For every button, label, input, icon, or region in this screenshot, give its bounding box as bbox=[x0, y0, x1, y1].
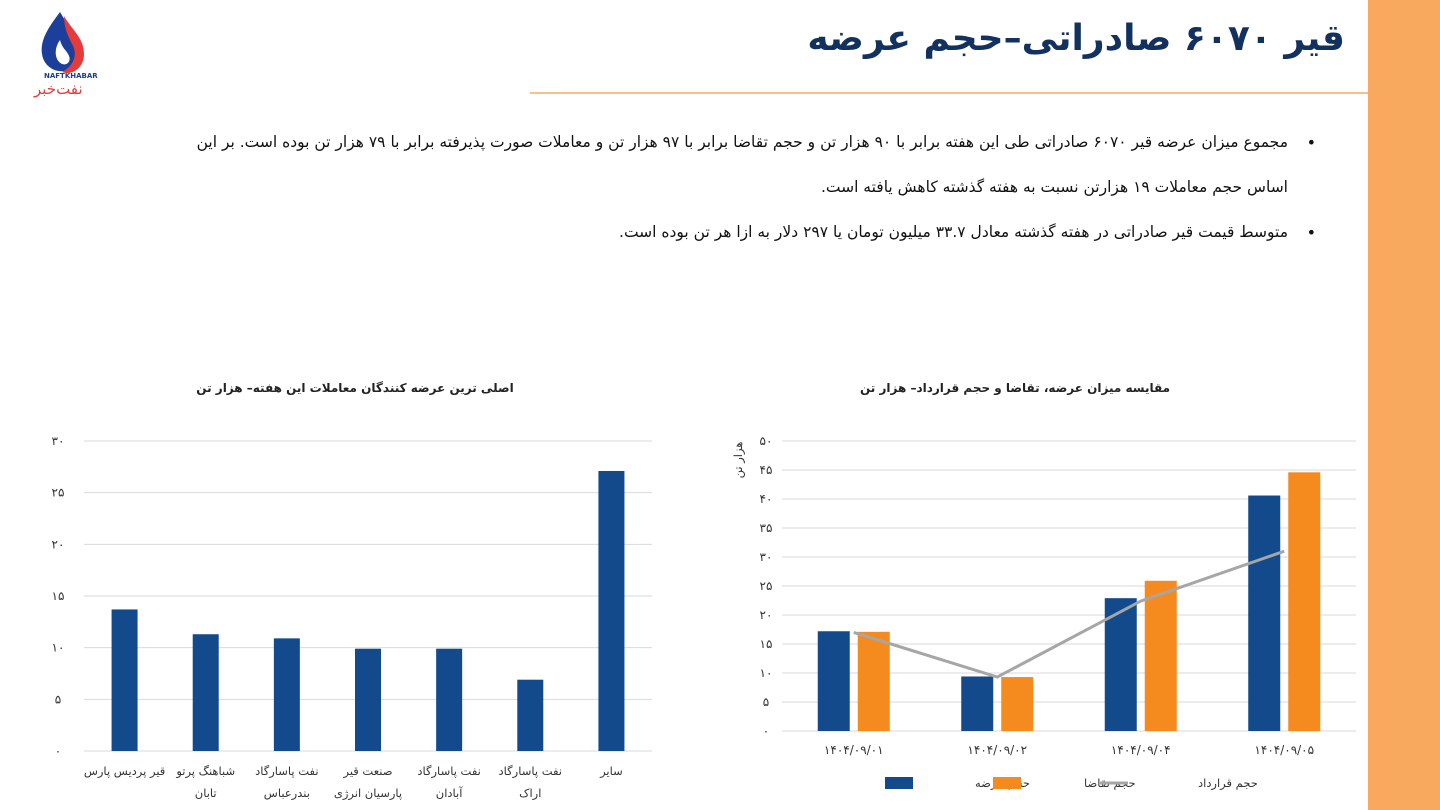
bar bbox=[192, 634, 219, 751]
demand-bar bbox=[1001, 677, 1034, 731]
x-category-label: بندرعباس bbox=[264, 786, 310, 801]
x-category-label: سایر bbox=[599, 764, 623, 779]
chart-title: مقایسه میزان عرضه، تقاضا و حجم قرارداد– … bbox=[860, 381, 1170, 396]
bar bbox=[355, 648, 381, 751]
bar bbox=[517, 679, 544, 751]
page-title: قیر ۶۰۷۰ صادراتی–حجم عرضه bbox=[807, 18, 1345, 59]
logo-text-fa: نفت‌خبر bbox=[34, 80, 83, 98]
y-tick-label: ۱۰ bbox=[760, 666, 773, 680]
y-tick-label: ۲۰ bbox=[52, 537, 65, 551]
demand-bar bbox=[1144, 580, 1177, 731]
demand-bar bbox=[1288, 472, 1321, 731]
y-tick-label: ۵ bbox=[763, 695, 769, 709]
y-tick-label: ۲۰ bbox=[760, 608, 773, 622]
supply-bar bbox=[817, 631, 850, 731]
supply-bar bbox=[961, 676, 994, 731]
y-tick-label: ۴۵ bbox=[760, 463, 773, 477]
x-category-label: پارسیان انرژی bbox=[334, 786, 402, 801]
x-category-label: نفت پاسارگاد bbox=[417, 764, 480, 779]
y-tick-label: ۵ bbox=[55, 692, 61, 706]
y-tick-label: ۱۵ bbox=[760, 637, 773, 651]
bullet-item: مجموع میزان عرضه قیر ۶۰۷۰ صادراتی طی این… bbox=[180, 120, 1320, 210]
bar bbox=[436, 648, 463, 751]
y-tick-label: ۵۰ bbox=[760, 434, 773, 448]
supply-bar bbox=[1104, 598, 1137, 731]
y-tick-label: ۳۰ bbox=[760, 550, 773, 564]
bar bbox=[273, 638, 300, 751]
bar bbox=[111, 609, 138, 751]
summary-bullets: مجموع میزان عرضه قیر ۶۰۷۰ صادراتی طی این… bbox=[180, 120, 1320, 255]
y-tick-label: ۱۵ bbox=[52, 589, 65, 603]
chart-title: اصلی ترین عرضه کنندگان معاملات این هفته–… bbox=[196, 381, 513, 395]
legend-label: حجم قرارداد bbox=[1198, 776, 1258, 791]
x-category-label: صنعت قیر bbox=[342, 764, 392, 779]
bar bbox=[598, 470, 625, 751]
flame-icon bbox=[41, 12, 84, 74]
y-tick-label: ۲۵ bbox=[52, 486, 65, 500]
x-category-label: تابان bbox=[195, 786, 217, 800]
naftkhabar-logo bbox=[28, 10, 108, 105]
x-category-label: نفت پاسارگاد bbox=[499, 764, 562, 779]
x-category-label: ۱۴۰۴/۰۹/۰۱ bbox=[824, 743, 884, 757]
y-tick-label: ۲۵ bbox=[760, 579, 773, 593]
title-divider bbox=[530, 92, 1368, 94]
x-category-label: شباهنگ پرتو bbox=[175, 764, 235, 779]
x-category-label: قیر پردیس پارس bbox=[84, 764, 165, 779]
legend-swatch-supply bbox=[885, 777, 913, 789]
bullet-item: متوسط قیمت قیر صادراتی در هفته گذشته معا… bbox=[180, 210, 1320, 255]
y-tick-label: ۰ bbox=[763, 724, 769, 738]
y-tick-label: ۱۰ bbox=[52, 641, 65, 655]
x-category-label: ۱۴۰۴/۰۹/۰۴ bbox=[1111, 743, 1171, 757]
x-category-label: ۱۴۰۴/۰۹/۰۵ bbox=[1254, 743, 1314, 757]
contract-volume-line bbox=[853, 549, 1285, 679]
y-tick-label: ۳۰ bbox=[52, 434, 65, 448]
x-category-label: ۱۴۰۴/۰۹/۰۲ bbox=[967, 743, 1027, 757]
decorative-sidebar bbox=[1368, 0, 1440, 810]
y-axis-title: هزار تن bbox=[731, 442, 746, 479]
y-tick-label: ۰ bbox=[55, 744, 61, 758]
y-tick-label: ۳۵ bbox=[760, 521, 773, 535]
x-category-label: اراک bbox=[519, 786, 541, 801]
demand-bar bbox=[857, 631, 890, 731]
x-category-label: آبادان bbox=[436, 786, 463, 800]
x-category-label: نفت پاسارگاد bbox=[255, 764, 318, 779]
logo-text-en: NAFTKHABAR bbox=[44, 72, 98, 80]
y-tick-label: ۴۰ bbox=[760, 492, 773, 506]
supply-bar bbox=[1248, 495, 1281, 731]
legend-swatch-demand bbox=[993, 777, 1021, 789]
